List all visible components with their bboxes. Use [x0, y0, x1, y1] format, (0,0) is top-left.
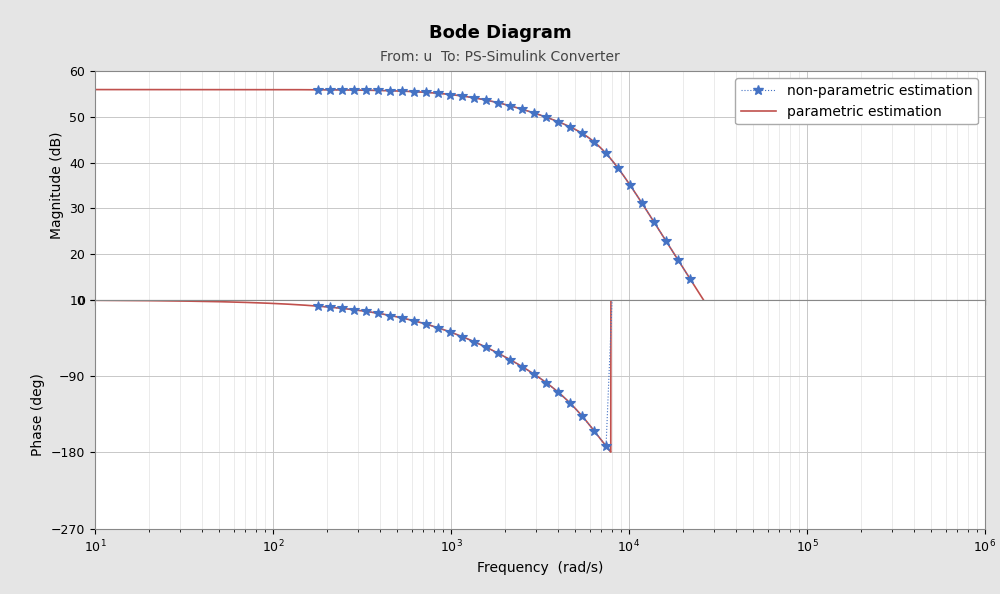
Text: From: u  To: PS-Simulink Converter: From: u To: PS-Simulink Converter: [380, 50, 620, 65]
Y-axis label: Magnitude (dB): Magnitude (dB): [50, 132, 64, 239]
Text: Bode Diagram: Bode Diagram: [429, 24, 571, 42]
Legend: non-parametric estimation, parametric estimation: non-parametric estimation, parametric es…: [735, 78, 978, 124]
Y-axis label: Phase (deg): Phase (deg): [31, 373, 45, 456]
X-axis label: Frequency  (rad/s): Frequency (rad/s): [477, 561, 603, 574]
